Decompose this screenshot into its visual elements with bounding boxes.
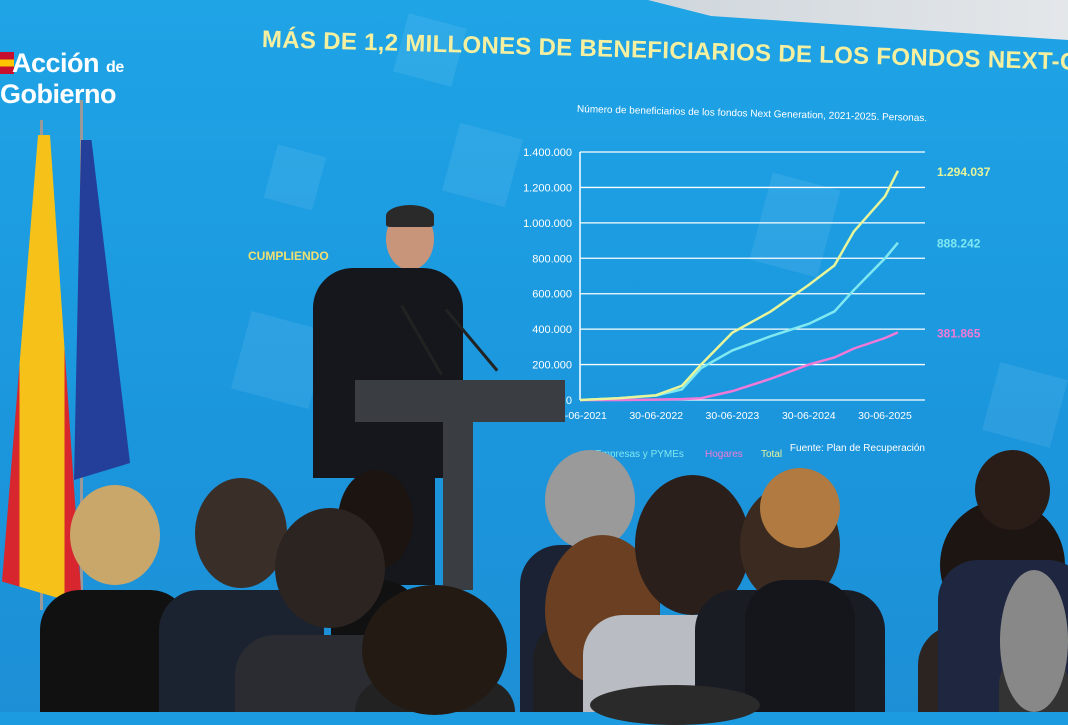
audience-head	[1000, 570, 1068, 712]
x-tick-label: 30-06-2024	[782, 410, 836, 422]
audience-head	[545, 450, 635, 550]
y-tick-label: 0	[566, 395, 572, 407]
end-value-label: 1.294.037	[937, 165, 991, 179]
y-tick-label: 1.200.000	[523, 182, 572, 194]
audience-head	[590, 685, 760, 725]
y-tick-label: 800.000	[532, 253, 572, 265]
x-tick-label: 30-06-2023	[706, 410, 760, 422]
series-line-total	[580, 171, 898, 400]
chart-source: Fuente: Plan de Recuperación	[790, 443, 925, 454]
y-tick-label: 1.400.000	[523, 147, 572, 159]
audience-head	[975, 450, 1050, 530]
audience-head	[760, 468, 840, 548]
audience-head	[275, 508, 385, 628]
speaker-hair	[386, 205, 434, 227]
end-value-label: 381.865	[937, 326, 981, 340]
y-tick-label: 200.000	[532, 360, 572, 372]
y-tick-label: 1.000.000	[523, 218, 572, 230]
audience-head	[362, 585, 507, 715]
legend-entry: Hogares	[705, 449, 743, 460]
series-line-hogares	[580, 332, 898, 400]
podium-stand	[443, 420, 473, 590]
end-value-label: 888.242	[937, 237, 981, 251]
audience-head	[195, 478, 287, 588]
x-tick-label: 30-06-2022	[629, 410, 683, 422]
series-line-empresas-y-pymes	[580, 243, 898, 400]
y-tick-label: 600.000	[532, 289, 572, 301]
podium	[355, 380, 565, 422]
audience-body	[745, 580, 855, 712]
legend-entry: Total	[761, 449, 782, 460]
audience-head	[70, 485, 160, 585]
x-tick-label: 30-06-2025	[858, 410, 912, 422]
y-tick-label: 400.000	[532, 324, 572, 336]
